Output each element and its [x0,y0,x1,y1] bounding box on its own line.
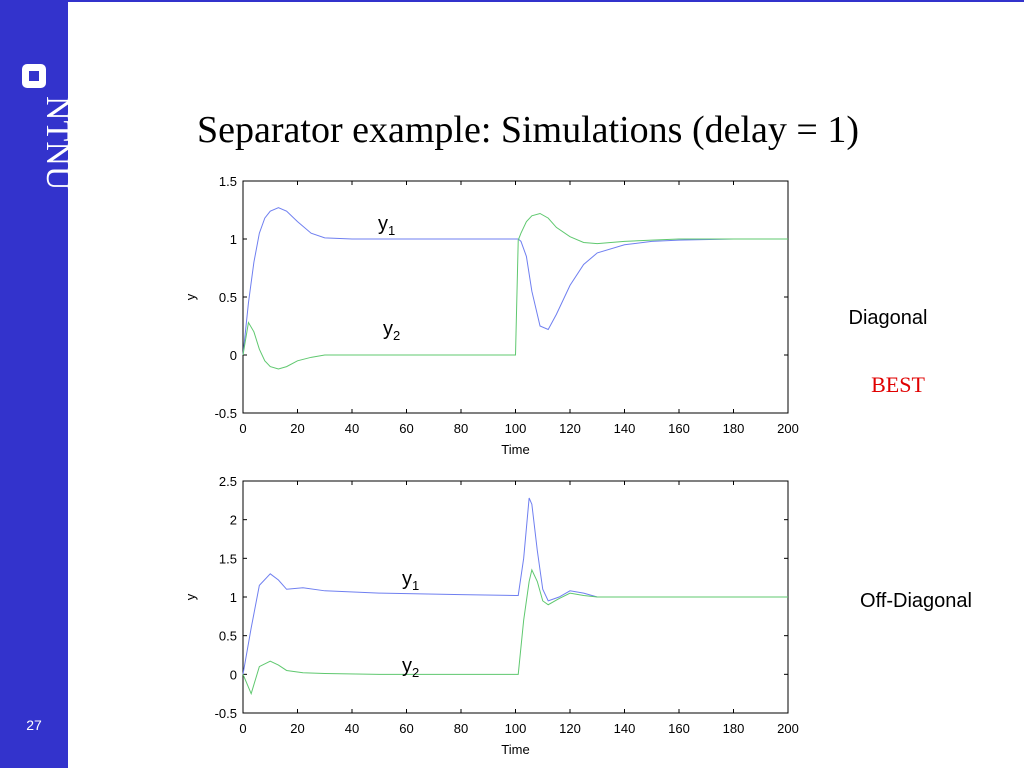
x-tick-label: 80 [454,421,468,436]
x-tick-label: 80 [454,721,468,736]
x-tick-label: 60 [399,721,413,736]
curve-label-sub: 1 [388,223,395,238]
logo-hole [29,71,39,81]
x-tick-label: 20 [290,421,304,436]
series-line [242,568,788,696]
x-axis-label: Time [501,442,529,457]
logo-text: NTNU [39,96,76,190]
curve-label: y1 [378,213,395,238]
x-tick-label: 200 [777,421,799,436]
x-tick-label: 200 [777,721,799,736]
curve-label-sub: 1 [412,578,419,593]
y-tick-label: 0.5 [219,290,237,305]
side-label: Diagonal [849,307,928,329]
slide-title: Separator example: Simulations (delay = … [197,109,859,151]
y-tick-label: -0.5 [215,406,237,421]
y-tick-label: 0.5 [219,629,237,644]
y-axis-label: y [183,293,198,300]
y-tick-label: 1 [230,590,237,605]
side-label: BEST [871,372,925,397]
top-rule [0,0,1024,2]
x-tick-label: 120 [559,421,581,436]
side-label: Off-Diagonal [860,590,972,612]
x-tick-label: 180 [723,721,745,736]
x-axis-label: Time [501,742,529,757]
y-tick-label: -0.5 [215,706,237,721]
y-tick-label: 1.5 [219,551,237,566]
x-tick-label: 20 [290,721,304,736]
x-tick-label: 100 [505,421,527,436]
y-tick-label: 1.5 [219,174,237,189]
curve-label-sub: 2 [412,665,419,680]
chart: 0 20 40 60 80 100 120 140 160 180 200-0.500.511.5T… [183,174,799,457]
plot-frame [242,180,789,414]
page-number: 27 [26,717,42,733]
x-tick-label: 160 [668,421,690,436]
curve-label: y1 [402,568,419,593]
x-tick-label: 180 [723,421,745,436]
curve-label: y2 [402,655,419,680]
y-tick-label: 2.5 [219,474,237,489]
y-tick-label: 0 [230,348,237,363]
curve-label: y2 [383,318,400,343]
curve-label-text: y [402,655,412,677]
series-line [242,207,788,356]
chart: 0 20 40 60 80 100 120 140 160 180 200-0.500.511.52… [183,474,799,757]
curve-label-text: y [402,568,412,590]
x-tick-label: 160 [668,721,690,736]
x-tick-label: 0 [239,421,246,436]
y-tick-label: 1 [230,232,237,247]
x-tick-label: 100 [505,721,527,736]
curve-label-sub: 2 [393,328,400,343]
series-line [242,212,788,370]
sidebar [0,0,68,768]
y-tick-label: 2 [230,513,237,528]
series-line [242,497,788,675]
x-tick-label: 140 [614,421,636,436]
curve-label-text: y [383,318,393,340]
x-tick-label: 40 [345,721,359,736]
x-tick-label: 120 [559,721,581,736]
x-tick-label: 40 [345,421,359,436]
x-tick-label: 60 [399,421,413,436]
curve-label-text: y [378,213,388,235]
x-tick-label: 140 [614,721,636,736]
x-tick-label: 0 [239,721,246,736]
y-axis-label: y [183,593,198,600]
y-tick-label: 0 [230,667,237,682]
